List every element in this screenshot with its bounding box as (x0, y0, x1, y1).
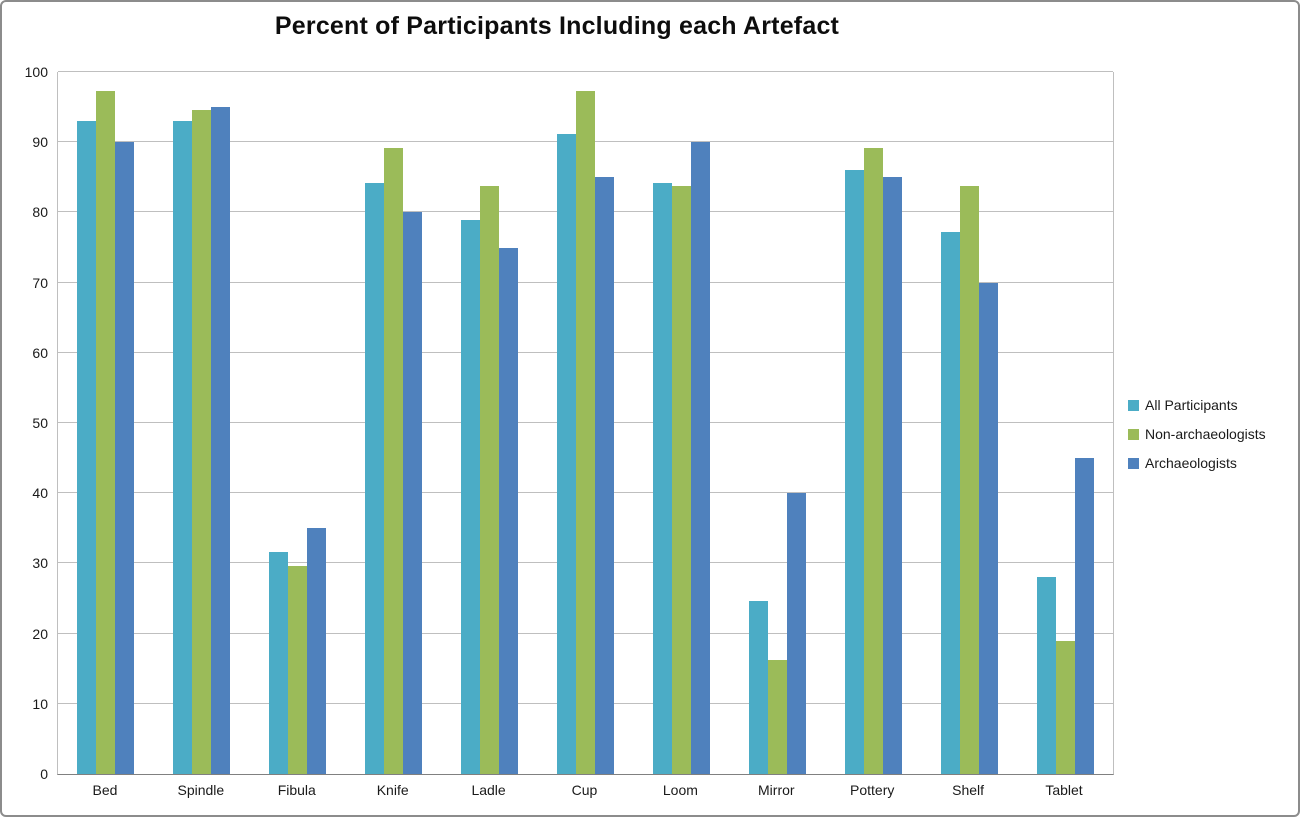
legend-label: Archaeologists (1145, 455, 1237, 471)
bar-all-participants-fibula (269, 552, 289, 774)
legend-swatch-icon (1128, 399, 1139, 411)
bar-group-pottery (825, 72, 921, 774)
x-tick-label-tablet: Tablet (1045, 782, 1083, 798)
bar-all-participants-pottery (844, 170, 864, 774)
bar-all-participants-ladle (461, 220, 481, 774)
bar-group-shelf (921, 72, 1017, 774)
legend-swatch-icon (1128, 428, 1139, 440)
bar-non-archaeologists-knife (384, 147, 404, 774)
bar-all-participants-tablet (1036, 576, 1056, 774)
y-axis: 0 10 20 30 40 50 60 70 80 90 100 (2, 64, 48, 782)
legend: All Participants Non-archaeologists Archae… (1128, 397, 1266, 484)
x-tick-label-bed: Bed (92, 782, 118, 798)
y-tick-label: 0 (40, 766, 48, 782)
bar-non-archaeologists-tablet (1055, 641, 1075, 774)
bar-archaeologists-bed (115, 142, 135, 774)
bar-non-archaeologists-spindle (192, 109, 212, 774)
bar-archaeologists-knife (403, 212, 423, 774)
y-tick-label: 50 (32, 415, 48, 431)
bar-all-participants-mirror (748, 601, 768, 774)
legend-label: Non-archaeologists (1145, 426, 1266, 442)
y-tick-label: 10 (32, 695, 48, 712)
bar-non-archaeologists-loom (671, 185, 691, 774)
bar-group-mirror (729, 72, 825, 774)
y-tick-label: 40 (32, 485, 48, 502)
bar-non-archaeologists-mirror (767, 660, 787, 774)
x-tick-label-fibula: Fibula (277, 782, 316, 798)
y-tick-label: 30 (32, 555, 48, 572)
bar-non-archaeologists-shelf (959, 185, 979, 774)
bar-group-tablet (1017, 72, 1113, 774)
legend-item-archaeologists: Archaeologists (1128, 455, 1266, 471)
bar-non-archaeologists-ladle (480, 185, 500, 774)
bar-groups (58, 72, 1113, 774)
bar-archaeologists-tablet (1074, 458, 1094, 774)
y-tick-label: 80 (32, 204, 48, 221)
chart-title: Percent of Participants Including each A… (274, 12, 840, 40)
bar-archaeologists-loom (690, 142, 710, 774)
bar-all-participants-spindle (173, 121, 193, 774)
bar-all-participants-bed (77, 121, 97, 774)
y-tick-label: 70 (32, 274, 48, 291)
legend-label: All Participants (1145, 397, 1238, 413)
x-tick-label-shelf: Shelf (952, 782, 985, 798)
legend-item-all-participants: All Participants (1128, 397, 1266, 413)
y-tick-label: 60 (32, 344, 48, 361)
y-tick-label: 20 (32, 625, 48, 642)
bar-non-archaeologists-cup (575, 90, 595, 774)
gridline (58, 71, 1113, 72)
bar-archaeologists-mirror (786, 493, 806, 774)
bar-non-archaeologists-pottery (863, 147, 883, 774)
bar-group-knife (346, 72, 442, 774)
bar-non-archaeologists-fibula (288, 565, 308, 774)
bar-all-participants-cup (556, 133, 576, 774)
x-tick-label-knife: Knife (376, 782, 409, 798)
legend-item-non-archaeologists: Non-archaeologists (1128, 426, 1266, 442)
bar-group-bed (58, 72, 154, 774)
bar-all-participants-knife (365, 182, 385, 774)
bar-all-participants-shelf (940, 232, 960, 774)
bar-archaeologists-pottery (882, 177, 902, 774)
x-tick-label-loom: Loom (662, 782, 698, 798)
legend-swatch-icon (1128, 457, 1139, 469)
bar-group-cup (538, 72, 634, 774)
x-tick-label-cup: Cup (571, 782, 598, 798)
bar-group-spindle (154, 72, 250, 774)
bar-archaeologists-ladle (499, 247, 519, 774)
x-tick-label-ladle: Ladle (471, 782, 506, 798)
bar-archaeologists-shelf (978, 282, 998, 774)
x-tick-label-mirror: Mirror (758, 782, 795, 798)
bar-all-participants-loom (652, 182, 672, 774)
x-axis: Bed Spindle Fibula Knife Ladle Cup Loom Mirror P… (57, 782, 1112, 798)
y-tick-label: 90 (32, 134, 48, 151)
bar-archaeologists-spindle (211, 107, 231, 774)
bar-group-fibula (250, 72, 346, 774)
x-tick-label-spindle: Spindle (177, 782, 225, 798)
x-tick-label-pottery: Pottery (850, 782, 895, 798)
bar-group-loom (633, 72, 729, 774)
bar-archaeologists-fibula (307, 528, 327, 774)
bar-non-archaeologists-bed (96, 90, 116, 774)
bar-group-ladle (442, 72, 538, 774)
plot-area (57, 71, 1114, 775)
y-tick-label: 100 (24, 64, 48, 80)
bar-archaeologists-cup (594, 177, 614, 774)
